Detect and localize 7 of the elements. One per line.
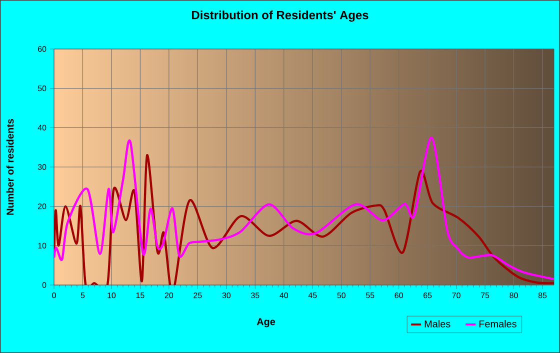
legend-label: Females [479,320,516,328]
line-series [54,136,554,280]
chart-title: Distribution of Residents' Ages [192,10,368,22]
legend-label: Males [424,320,450,328]
line-series [54,154,554,285]
y-axis-title: Number of residents [6,118,14,215]
x-axis-title: Age [256,318,276,328]
